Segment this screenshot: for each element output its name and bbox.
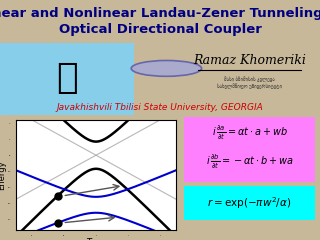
Text: $i\,\frac{\partial a}{\partial t} = \alpha t \cdot a + wb$: $i\,\frac{\partial a}{\partial t} = \alp… — [212, 124, 288, 142]
Text: 🏛: 🏛 — [56, 61, 78, 95]
Text: Javakhishvili Tbilisi State University, GEORGIA: Javakhishvili Tbilisi State University, … — [57, 103, 263, 113]
FancyBboxPatch shape — [184, 186, 316, 220]
FancyBboxPatch shape — [0, 43, 134, 115]
Text: მასი ბზიმისის კვლევა: მასი ბზიმისის კვლევა — [224, 76, 275, 82]
Text: სახელმწიფო უნივერსიტეტი: სახელმწიფო უნივერსიტეტი — [217, 84, 282, 89]
Y-axis label: Energy: Energy — [0, 160, 6, 190]
Text: $i\,\frac{\partial b}{\partial t} = -\alpha t \cdot b + wa$: $i\,\frac{\partial b}{\partial t} = -\al… — [206, 153, 293, 171]
Circle shape — [131, 60, 202, 76]
Text: Linear and Nonlinear Landau-Zener Tunneling in
Optical Directional Coupler: Linear and Nonlinear Landau-Zener Tunnel… — [0, 7, 320, 36]
FancyBboxPatch shape — [184, 117, 316, 182]
Text: Ramaz Khomeriki: Ramaz Khomeriki — [193, 54, 306, 67]
X-axis label: Time: Time — [86, 238, 106, 240]
Text: $r = \exp(-\pi w^2/\alpha)$: $r = \exp(-\pi w^2/\alpha)$ — [207, 195, 292, 211]
